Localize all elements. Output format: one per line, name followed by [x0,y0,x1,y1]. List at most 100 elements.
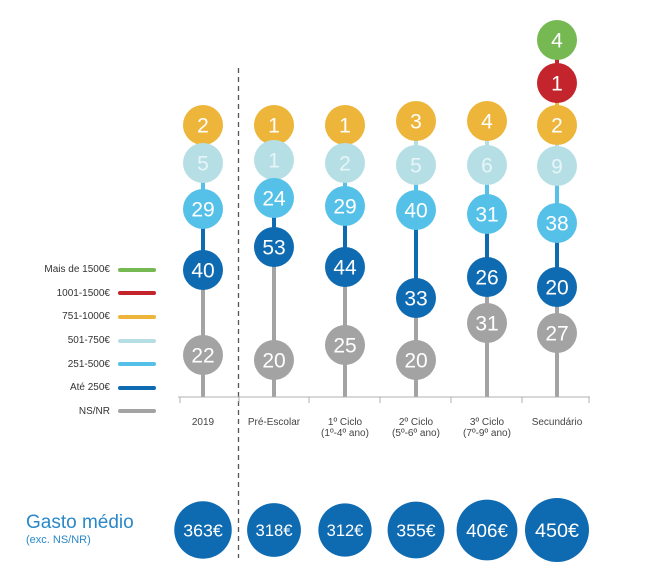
data-label: 4 [551,30,563,53]
data-point: 24 [254,178,294,218]
data-label: 2 [339,153,351,176]
average-spend-subtitle: (exc. NS/NR) [26,534,91,546]
x-tick-label: 2019 [192,417,215,428]
data-point-circle [183,189,223,229]
data-point-circle [396,278,436,318]
data-label: 53 [262,237,285,260]
average-spend-circle [525,498,589,562]
data-point-circle [254,105,294,145]
data-label: 1 [268,150,280,173]
data-point-circle [254,178,294,218]
legend-label: 751-1000€ [62,311,110,323]
legend-swatch [118,385,156,390]
data-point-circle [254,140,294,180]
data-point: 44 [325,247,365,287]
legend-label: Mais de 1500€ [44,264,110,276]
data-point: 5 [396,145,436,185]
data-label: 31 [475,204,498,227]
data-label: 29 [333,196,356,219]
legend-label: Até 250€ [69,382,110,394]
average-spend-value: 450€ [535,520,579,542]
legend-label: 251-500€ [67,358,110,370]
legend-label: NS/NR [78,405,110,417]
data-point-circle [396,340,436,380]
data-point-circle [537,105,577,145]
average-spend-bubbles: 363€ 318€ 312€ 355€ 406€ 450€ [174,498,589,562]
data-point-circle [537,203,577,243]
data-label: 38 [545,213,568,236]
data-point: 3 [396,101,436,141]
average-spend-circle [318,503,372,557]
data-label: 26 [475,267,498,290]
x-tick-label: 2º Ciclo [399,417,434,428]
data-point: 40 [183,250,223,290]
data-label: 20 [545,277,568,300]
legend-swatch [118,267,156,272]
data-point: 1 [325,105,365,145]
data-point: 1 [254,105,294,145]
data-point: 4 [537,20,577,60]
data-label: 1 [268,115,280,138]
data-point: 31 [467,303,507,343]
data-point: 20 [254,340,294,380]
average-spend-value: 312€ [327,522,364,540]
legend-swatch [118,291,156,296]
data-point-circle [325,105,365,145]
data-point-circle [537,146,577,186]
average-spend-bubble: 312€ [318,503,372,557]
average-spend-title: Gasto médio [26,512,134,533]
data-point: 25 [325,325,365,365]
average-spend-value: 406€ [466,520,508,541]
average-spend-bubble: 355€ [387,501,445,559]
data-point-circle [467,101,507,141]
data-point: 6 [467,145,507,185]
legend-item: Até 250€ [14,376,156,400]
average-spend-value: 355€ [396,520,435,540]
data-label: 40 [191,260,214,283]
data-point: 1 [254,140,294,180]
legend: Mais de 1500€ 1001-1500€ 751-1000€ 501-750€… [14,258,156,423]
data-label: 2 [551,115,563,138]
data-point: 2 [183,105,223,145]
legend-label: 501-750€ [67,335,110,347]
data-label: 20 [404,350,427,373]
data-point: 27 [537,313,577,353]
data-label: 44 [333,257,357,280]
data-label: 33 [404,288,427,311]
average-spend-circle [247,503,301,557]
legend-item: Mais de 1500€ [14,258,156,282]
legend-swatch [118,338,156,343]
data-label: 9 [551,156,563,179]
data-point: 20 [396,340,436,380]
data-point-circle [467,303,507,343]
x-tick-label: 3º Ciclo [470,417,505,428]
x-tick-label: Pré-Escolar [248,417,301,428]
legend-swatch [118,314,156,319]
average-spend-bubble: 450€ [525,498,589,562]
average-spend-bubble: 318€ [247,503,301,557]
data-label: 2 [197,115,209,138]
data-label: 6 [481,155,493,178]
data-point-circle [183,335,223,375]
x-tick-label: (1º-4º ano) [321,428,369,439]
data-point-circle [537,313,577,353]
data-point: 4 [467,101,507,141]
data-point-circle [467,257,507,297]
average-spend-value: 363€ [183,520,223,540]
legend-item: NS/NR [14,400,156,424]
legend-label: 1001-1500€ [56,287,110,299]
data-point: 1 [537,63,577,103]
data-point-circle [183,250,223,290]
x-tick-label: Secundário [532,417,583,428]
data-point-circle [325,186,365,226]
average-spend-bubble: 406€ [456,499,518,561]
data-label: 4 [481,111,493,134]
average-spend-bubble: 363€ [174,501,232,559]
legend-item: 751-1000€ [14,305,156,329]
data-label: 31 [475,313,498,336]
data-point-circle [325,325,365,365]
average-spend-value: 318€ [255,521,293,540]
data-point-circle [325,143,365,183]
